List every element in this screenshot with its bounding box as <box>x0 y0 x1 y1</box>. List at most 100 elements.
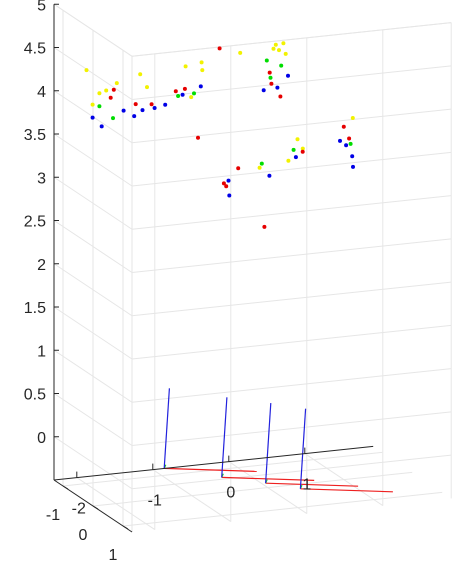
y-tick <box>62 485 69 490</box>
yellow-point <box>271 46 276 51</box>
red-point <box>267 70 272 75</box>
green-point <box>192 91 196 96</box>
grid-line <box>131 368 452 403</box>
y-tick <box>122 525 129 530</box>
blue-point <box>163 102 168 107</box>
yellow-point <box>183 64 188 69</box>
z-tick-label: 4.5 <box>24 41 46 58</box>
yellow-point <box>104 88 109 93</box>
green-point <box>111 116 115 121</box>
yellow-point <box>200 68 205 73</box>
x-tick-label: 0 <box>226 485 235 502</box>
red-point <box>111 87 116 92</box>
red-point <box>262 224 267 229</box>
green-point <box>97 104 102 109</box>
red-point <box>300 149 305 154</box>
yellow-point <box>84 68 89 73</box>
yellow-point <box>273 42 278 47</box>
yellow-point <box>295 137 300 142</box>
grid-line <box>131 454 452 490</box>
red-point <box>269 81 274 86</box>
green-point <box>268 75 273 80</box>
yellow-point <box>350 116 355 120</box>
red-point <box>133 102 138 107</box>
grid-line <box>131 324 452 360</box>
green-point <box>348 141 353 146</box>
yellow-point <box>286 158 291 163</box>
yellow-point <box>300 146 305 151</box>
x-tick-label: 1 <box>302 477 311 494</box>
z-tick-label: 2 <box>37 257 46 274</box>
x-tick-label: -1 <box>148 493 162 510</box>
green-point <box>279 63 284 68</box>
camera-frame-x <box>164 467 257 472</box>
camera-frame-x <box>221 476 315 481</box>
data-points <box>84 41 355 229</box>
blue-point <box>261 88 266 93</box>
yellow-point <box>90 102 95 107</box>
blue-point <box>198 84 203 89</box>
yellow-point <box>281 41 286 46</box>
box-edge <box>131 22 452 57</box>
green-point <box>291 147 296 152</box>
yellow-point <box>97 91 102 96</box>
z-tick-label: 4 <box>37 84 46 101</box>
camera-frame-x <box>265 482 359 487</box>
blue-point <box>90 115 95 120</box>
blue-point <box>99 124 104 129</box>
green-point <box>259 161 264 166</box>
y-tick-label: 1 <box>109 547 118 564</box>
grid-line <box>131 281 452 317</box>
yellow-point <box>138 72 143 77</box>
grid-line <box>92 471 413 507</box>
blue-point <box>121 108 126 113</box>
blue-point <box>132 114 137 119</box>
camera-frame-z <box>163 388 170 469</box>
blue-point <box>338 138 342 143</box>
z-tick-label: 1.5 <box>24 300 46 317</box>
camera-frame-z <box>221 397 228 478</box>
blue-point <box>286 73 290 78</box>
blue-point <box>267 173 272 178</box>
x-tick-label: -2 <box>72 501 86 518</box>
yellow-point <box>199 60 204 65</box>
tick-labels: 0 0.5 1 1.5 2 2.5 3 3.5 4 4.5 5 -2 -1 0 1 -1 0 1 <box>24 0 312 564</box>
yellow-point <box>114 81 119 86</box>
camera-frames <box>163 388 393 493</box>
red-point <box>173 89 178 94</box>
yellow-point <box>189 95 194 100</box>
z-tick-label: 5 <box>37 0 46 14</box>
y-tick <box>92 505 99 510</box>
z-tick-label: 3 <box>37 170 46 187</box>
y-tick-label: 0 <box>79 527 88 544</box>
box-edge <box>53 3 133 57</box>
red-point <box>108 95 113 100</box>
axes <box>53 3 374 533</box>
blue-point <box>226 178 231 183</box>
grid-lines <box>53 3 452 532</box>
red-point <box>221 181 226 186</box>
red-point <box>278 94 283 99</box>
blue-point <box>344 143 349 148</box>
blue-point <box>350 154 355 159</box>
grid-line <box>131 65 452 100</box>
red-point <box>196 135 200 140</box>
red-point <box>182 86 187 91</box>
red-point <box>341 124 346 129</box>
blue-point <box>275 85 280 90</box>
yellow-point <box>238 50 243 55</box>
green-point <box>264 58 269 63</box>
camera-frame-z <box>265 403 272 484</box>
blue-point <box>152 106 157 110</box>
blue-point <box>140 108 145 113</box>
blue-point <box>293 155 298 160</box>
grid-line <box>131 195 452 230</box>
yellow-point <box>257 165 262 170</box>
grid-line <box>122 491 443 527</box>
grid-line <box>131 151 452 187</box>
camera-frame-x <box>300 488 393 493</box>
z-tick-label: 3.5 <box>24 127 46 144</box>
blue-point <box>351 164 355 169</box>
red-point <box>236 166 241 171</box>
grid-line <box>131 411 452 446</box>
